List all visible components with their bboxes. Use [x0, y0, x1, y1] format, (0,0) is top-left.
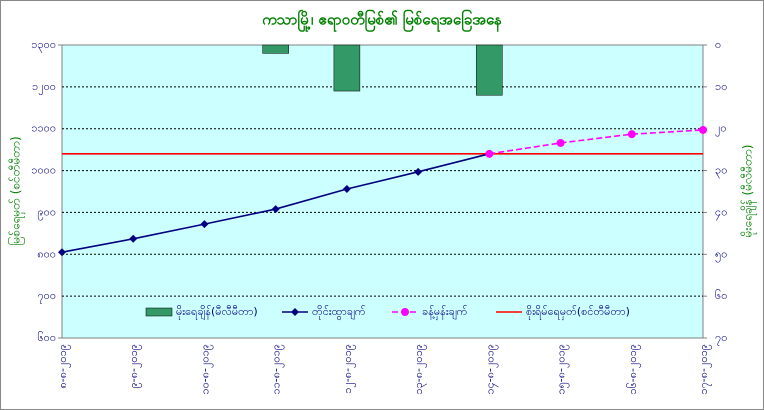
y-tick-label: ၁၂၀၀	[32, 80, 56, 95]
y-tick-label: ၁၀၀၀	[31, 164, 56, 177]
legend-label: ခန့်မှန်းချက်	[422, 305, 468, 320]
y-axis-label: မြစ်ရေမှတ် (စင်တီမီတာ)	[7, 136, 26, 245]
y2-tick-label: ၂၀	[715, 122, 727, 137]
y2-tick-label: ၄၀	[715, 205, 727, 220]
legend-marker	[401, 308, 409, 316]
marker	[556, 138, 565, 147]
y2-tick-label: ၇၀	[715, 331, 727, 346]
x-tick-label: ၁၀-၈-၂၀၁၉	[198, 344, 213, 395]
y-tick-label: ၆၀၀	[37, 331, 56, 344]
y2-tick-label: ၃၀	[715, 164, 727, 179]
y2-tick-label: ၁၀	[715, 80, 727, 93]
x-tick-label: ၈-၈-၂၀၁၉	[56, 344, 71, 388]
y-tick-label: ၈၀၀	[37, 247, 56, 260]
plot-area	[61, 44, 704, 339]
y-tick-label: ၇၀၀	[37, 289, 56, 304]
bar	[333, 44, 361, 92]
marker	[485, 149, 494, 158]
legend-label: တိုင်းထွာချက်	[312, 305, 366, 320]
y-tick-label: ၁၃၀၀	[31, 38, 56, 53]
bar	[262, 44, 289, 54]
marker	[58, 248, 66, 257]
y2-axis-label: မိုးရေချိန် (မီလီမီတာ)	[740, 145, 758, 238]
marker	[342, 184, 351, 193]
x-tick-label: ၁၄-၈-၂၀၁၉	[483, 344, 498, 395]
marker	[699, 125, 707, 134]
x-tick-label: ၁၅-၈-၂၀၁၉	[555, 344, 570, 395]
x-tick-label: ၉-၈-၂၀၁၉	[127, 344, 142, 388]
marker	[271, 205, 280, 214]
y-tick-label: ၉၀၀	[37, 205, 56, 220]
x-tick-label: ၁၁-၈-၂၀၁၉	[270, 344, 285, 395]
x-tick-label: ၁၃-၈-၂၀၁၉	[412, 344, 427, 395]
marker	[200, 220, 209, 229]
x-tick-label: ၁၇-၈-၂၀၁၉	[697, 344, 712, 395]
y2-tick-label: ၅၀	[715, 247, 727, 262]
legend-marker	[291, 308, 299, 316]
x-tick-label: ၁၆-၈-၂၀၁၉	[626, 344, 641, 395]
marker	[414, 167, 423, 176]
bar	[476, 44, 503, 96]
y-tick-label: ၁၁၀၀	[31, 122, 56, 135]
marker	[627, 130, 636, 139]
x-tick-label: ၁၂-၈-၂၀၁၉	[341, 344, 356, 394]
y2-tick-label: ၀	[715, 38, 721, 51]
legend-label: မိုးရေချိန်(မီလီမီတာ)	[176, 305, 258, 320]
legend-swatch	[145, 307, 173, 317]
legend-label: စိုးရိမ်ရေမှတ်(စင်တီမီတာ)	[526, 305, 630, 320]
line	[489, 129, 704, 155]
y2-tick-label: ၆၀	[715, 289, 727, 302]
marker	[129, 234, 138, 243]
